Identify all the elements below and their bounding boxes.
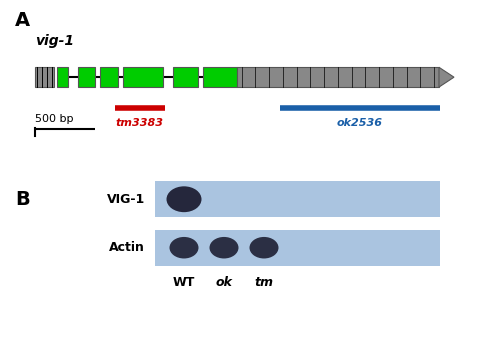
Ellipse shape — [250, 237, 278, 258]
Bar — [236, 67, 439, 87]
Text: 500 bp: 500 bp — [35, 114, 74, 124]
Bar — [122, 67, 162, 87]
Ellipse shape — [210, 237, 238, 258]
Text: B: B — [15, 190, 30, 209]
Text: Actin: Actin — [109, 241, 145, 254]
Bar — [35, 67, 54, 87]
Text: A: A — [15, 11, 30, 30]
Bar — [56, 67, 68, 87]
Bar — [78, 67, 95, 87]
Bar — [100, 67, 117, 87]
Bar — [155, 181, 440, 217]
Text: tm3383: tm3383 — [116, 118, 164, 128]
Text: ok: ok — [216, 276, 232, 289]
Text: VIG-1: VIG-1 — [107, 193, 145, 206]
Ellipse shape — [170, 237, 198, 258]
Polygon shape — [439, 67, 454, 87]
Text: tm: tm — [254, 276, 274, 289]
Bar — [172, 67, 198, 87]
Bar — [202, 67, 236, 87]
Ellipse shape — [166, 186, 202, 212]
Bar — [155, 230, 440, 266]
Text: WT: WT — [173, 276, 195, 289]
Text: vig-1: vig-1 — [35, 34, 74, 47]
Text: ok2536: ok2536 — [337, 118, 383, 128]
